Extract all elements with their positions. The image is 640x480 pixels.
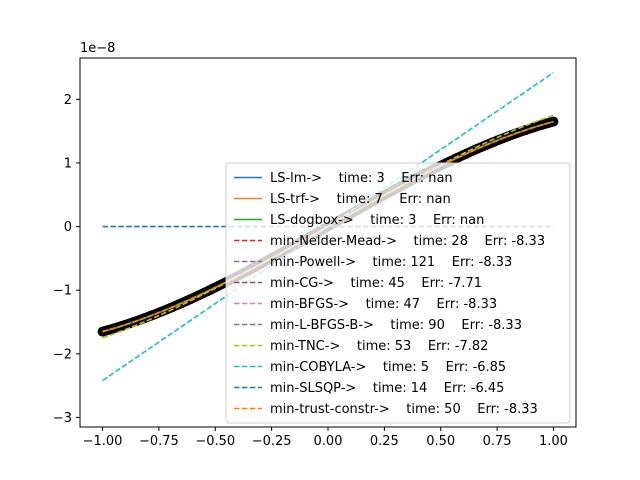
legend-label: min-SLSQP-> time: 14 Err: -6.45 <box>270 381 504 396</box>
legend-label: min-Powell-> time: 121 Err: -8.33 <box>270 255 512 270</box>
y-tick-label: 2 <box>64 93 72 108</box>
x-tick-label: 0.50 <box>426 434 455 449</box>
legend-label: LS-lm-> time: 3 Err: nan <box>270 171 453 186</box>
y-tick-label: −3 <box>53 411 72 426</box>
x-tick-label: −0.75 <box>139 434 179 449</box>
y-offset-text: 1e−8 <box>80 41 115 56</box>
legend-label: min-Nelder-Mead-> time: 28 Err: -8.33 <box>270 234 545 249</box>
legend-label: min-BFGS-> time: 47 Err: -8.33 <box>270 297 497 312</box>
legend-label: min-CG-> time: 45 Err: -7.71 <box>270 276 482 291</box>
legend-label: min-TNC-> time: 53 Err: -7.82 <box>270 339 488 354</box>
y-tick-label: −2 <box>53 347 72 362</box>
legend: LS-lm-> time: 3 Err: nan LS-trf-> time: 7… <box>225 162 571 424</box>
y-tick-label: 0 <box>64 220 72 235</box>
legend-box <box>225 162 571 424</box>
x-tick-label: 0.75 <box>483 434 512 449</box>
legend-label: min-COBYLA-> time: 5 Err: -6.85 <box>270 360 506 375</box>
x-tick-label: −0.50 <box>195 434 235 449</box>
legend-label: min-trust-constr-> time: 50 Err: -8.33 <box>270 402 538 417</box>
series-line-8 <box>102 114 554 339</box>
legend-label: min-L-BFGS-B-> time: 90 Err: -8.33 <box>270 318 522 333</box>
legend-label: LS-dogbox-> time: 3 Err: nan <box>270 213 484 228</box>
y-tick-label: 1 <box>64 156 72 171</box>
axes: −1.00 −0.75 −0.50 −0.25 0.00 0.25 0.50 0.75 1.00… <box>53 41 577 449</box>
x-tick-label: 1.00 <box>539 434 568 449</box>
legend-label: LS-trf-> time: 7 Err: nan <box>270 192 451 207</box>
x-tick-label: 0.25 <box>370 434 399 449</box>
y-tick-label: −1 <box>53 284 72 299</box>
x-tick-label: 0.00 <box>314 434 343 449</box>
x-tick-label: −0.25 <box>252 434 292 449</box>
x-tick-label: −1.00 <box>83 434 123 449</box>
